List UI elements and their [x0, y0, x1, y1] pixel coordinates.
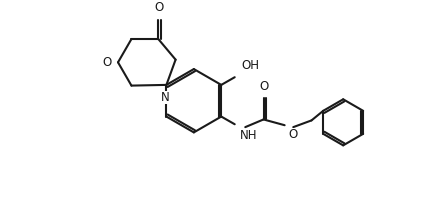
Text: N: N	[161, 91, 170, 104]
Text: O: O	[102, 56, 111, 69]
Text: OH: OH	[241, 59, 259, 72]
Text: O: O	[288, 128, 298, 141]
Text: O: O	[155, 1, 164, 14]
Text: NH: NH	[240, 129, 257, 142]
Text: O: O	[260, 80, 269, 93]
